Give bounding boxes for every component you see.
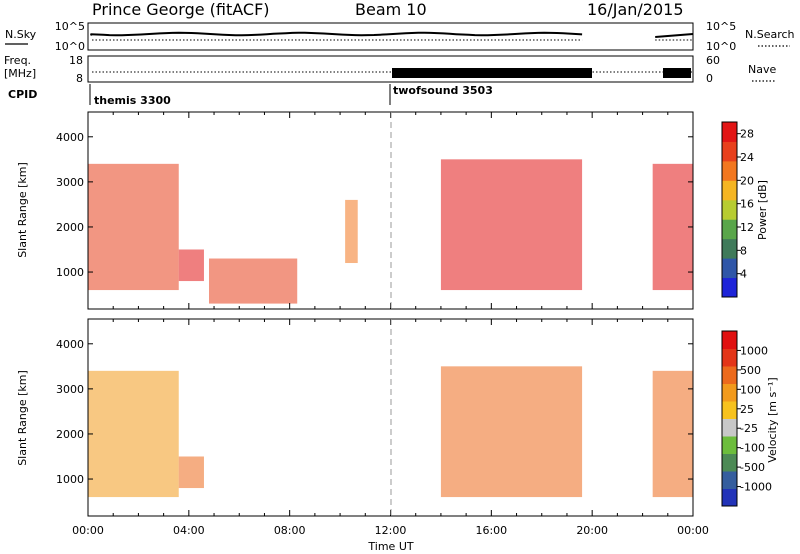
echo-region-3: [652, 370, 693, 498]
nsky-tick-bottom: 10^0: [55, 40, 85, 53]
colorbar-swatch: [722, 219, 737, 240]
echo-region-0: [88, 163, 179, 291]
echo-region-3: [345, 199, 358, 264]
y-tick-label: 4000: [56, 338, 84, 351]
freq-label: Freq.: [4, 54, 31, 67]
nave-tick-bottom: 0: [706, 72, 713, 85]
colorbar-tick-label: -100: [740, 442, 765, 455]
power-y-axis: 1000 2000 3000 4000: [56, 131, 693, 279]
cpid-program-2: twofsound 3503: [393, 84, 493, 97]
nave-tick-top: 60: [706, 54, 720, 67]
y-tick-label: 2000: [56, 428, 84, 441]
colorbar-swatch: [722, 453, 737, 472]
colorbar-swatch: [722, 383, 737, 402]
nsky-trace: [90, 31, 694, 38]
colorbar-tick-label: 20: [740, 174, 754, 187]
velocity-echo-layer: [88, 366, 693, 498]
nave-block: [663, 68, 691, 78]
freq-unit-label: [MHz]: [4, 67, 36, 80]
colorbar-swatch: [722, 277, 737, 298]
colorbar-swatch: [722, 471, 737, 489]
colorbar-swatch: [722, 401, 737, 419]
nave-label: Nave: [748, 63, 776, 76]
power-ylabel: Slant Range [km]: [16, 162, 29, 258]
colorbar-swatch: [722, 366, 737, 384]
echo-region-5: [652, 163, 693, 291]
x-tick-label: 04:00: [173, 524, 205, 537]
x-tick-label: 00:00: [72, 524, 104, 537]
y-tick-label: 3000: [56, 176, 84, 189]
nsky-panel-frame: [87, 22, 694, 51]
colorbar-swatch: [722, 141, 737, 162]
echo-region-2: [209, 258, 298, 304]
colorbar-tick-label: 8: [740, 244, 747, 257]
nsearch-tick-bottom: 10^0: [706, 40, 736, 53]
colorbar-tick-label: -25: [740, 422, 758, 435]
time-axis-labels: 00:00 04:00 08:00 12:00 16:00 20:00 00:00: [72, 524, 709, 537]
colorbar-tick-label: 12: [740, 221, 754, 234]
y-tick-label: 2000: [56, 221, 84, 234]
x-tick-label: 16:00: [475, 524, 507, 537]
nsearch-tick-top: 10^5: [706, 20, 736, 33]
velocity-colorbar-label: Velocity [m s⁻¹]: [766, 377, 779, 462]
colorbar-tick-label: 100: [740, 383, 761, 396]
echo-region-4: [440, 159, 583, 291]
cpid-program-1: themis 3300: [94, 94, 171, 107]
y-tick-label: 4000: [56, 131, 84, 144]
velocity-y-axis: 1000 2000 3000 4000: [56, 338, 693, 486]
colorbar-swatch: [722, 331, 737, 349]
y-tick-label: 1000: [56, 266, 84, 279]
colorbar-frame: [721, 121, 738, 298]
y-tick-label: 1000: [56, 473, 84, 486]
echo-region-1: [178, 249, 204, 282]
beam-title: Beam 10: [355, 0, 427, 19]
colorbar-tick-label: -500: [740, 461, 765, 474]
x-tick-label: 00:00: [677, 524, 709, 537]
colorbar-swatch: [722, 238, 737, 259]
x-axis-title: Time UT: [367, 540, 413, 553]
colorbar-tick-label: 25: [740, 403, 754, 416]
echo-region-0: [88, 370, 179, 498]
nsearch-label: N.Search: [745, 28, 795, 41]
x-tick-label: 08:00: [274, 524, 306, 537]
station-title: Prince George (fitACF): [92, 0, 270, 19]
colorbar-swatch: [722, 199, 737, 220]
freq-tick-bottom: 8: [76, 72, 83, 85]
colorbar-tick-label: 28: [740, 128, 754, 141]
power-echo-layer: [88, 159, 693, 304]
colorbar-swatch: [722, 418, 737, 437]
nave-block: [392, 68, 592, 78]
colorbar-swatch: [722, 122, 737, 142]
echo-region-1: [178, 456, 204, 489]
colorbar-swatch: [722, 180, 737, 201]
colorbar-tick-label: 16: [740, 198, 754, 211]
colorbar-tick-label: 24: [740, 151, 754, 164]
colorbar-swatch: [722, 488, 737, 507]
colorbar-swatch: [722, 436, 737, 454]
colorbar-tick-label: 1000: [740, 344, 768, 357]
freq-tick-top: 18: [69, 54, 83, 67]
date-title: 16/Jan/2015: [587, 0, 684, 19]
colorbar-frame: [721, 330, 738, 507]
colorbar-swatch: [722, 348, 737, 367]
cpid-label: CPID: [8, 88, 37, 101]
x-tick-label: 12:00: [375, 524, 407, 537]
colorbar-swatch: [722, 160, 737, 181]
y-tick-label: 3000: [56, 383, 84, 396]
colorbar-tick-label: 500: [740, 364, 761, 377]
colorbar-swatch: [722, 258, 737, 279]
x-tick-label: 20:00: [576, 524, 608, 537]
colorbar-tick-label: 4: [740, 268, 747, 281]
velocity-colorbar: 1000 500 100 25 -25 -100 -500 -1000: [721, 330, 772, 507]
freq-panel-frame: [87, 55, 694, 83]
colorbar-tick-label: -1000: [740, 481, 772, 494]
power-colorbar: 4 8 12 16 20 24 28: [721, 121, 754, 298]
velocity-ylabel: Slant Range [km]: [16, 370, 29, 466]
power-colorbar-label: Power [dB]: [756, 180, 769, 240]
nsky-label: N.Sky: [5, 28, 37, 41]
echo-region-2: [440, 366, 583, 498]
nsky-tick-top: 10^5: [55, 20, 85, 33]
